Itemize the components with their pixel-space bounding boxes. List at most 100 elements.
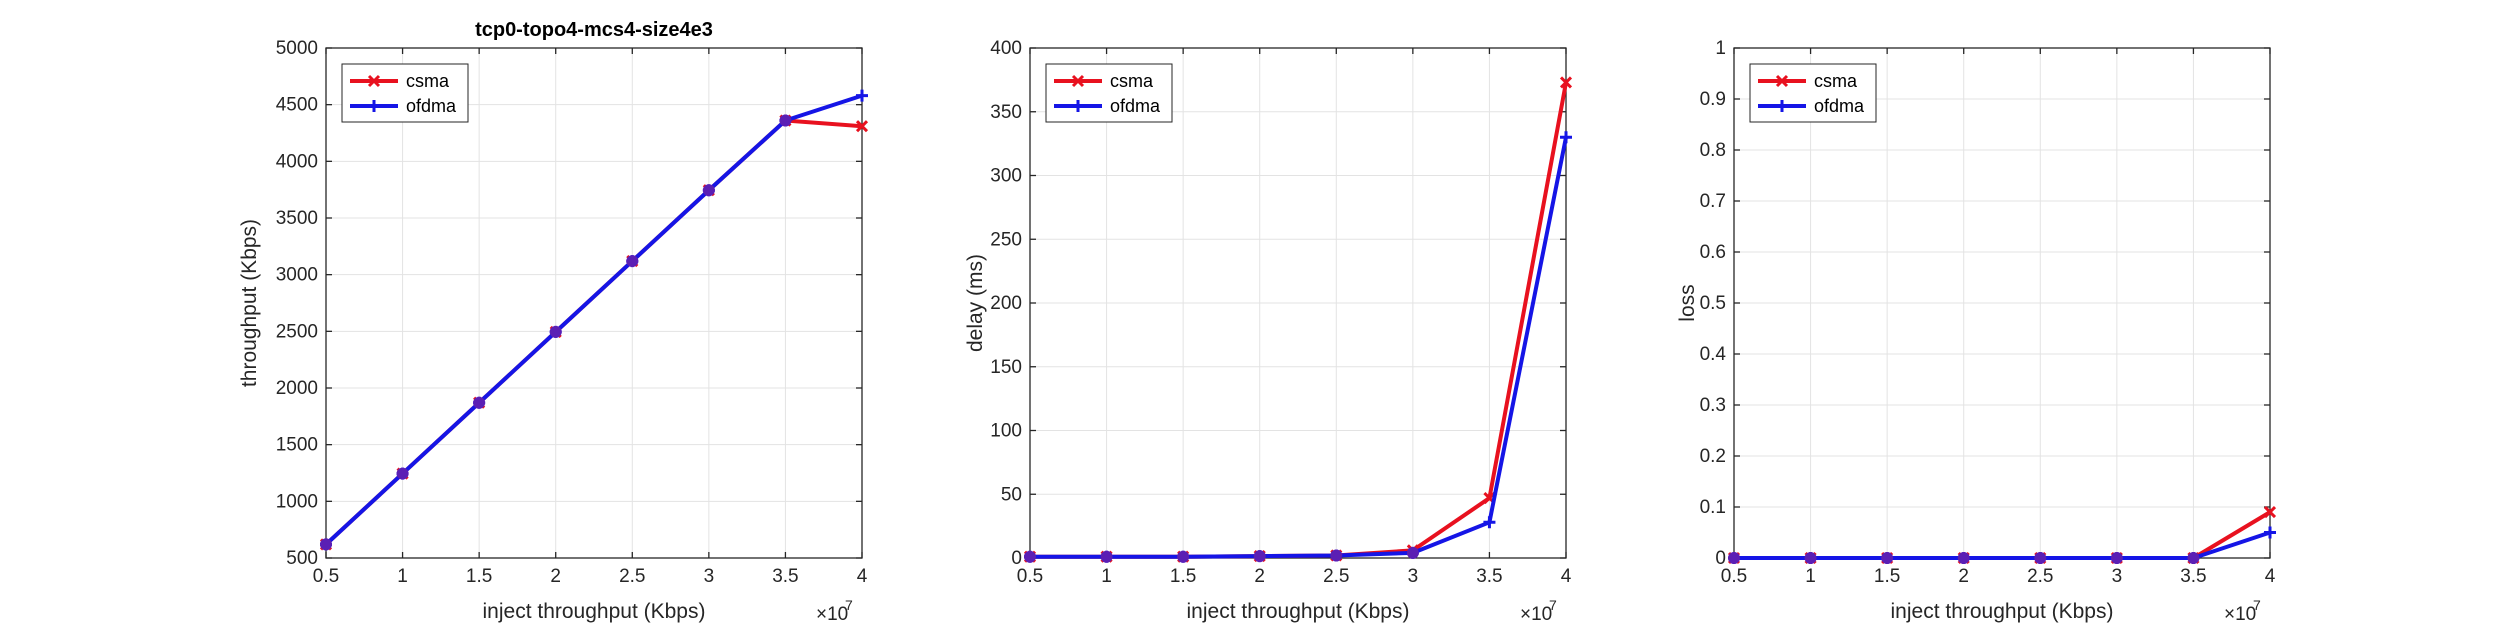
y-tick-label: 4000	[276, 151, 318, 172]
x-tick-label: 4	[857, 566, 868, 587]
y-tick-label: 3000	[276, 265, 318, 286]
legend-marker-csma	[1775, 74, 1789, 88]
y-tick-label: 0.4	[1700, 344, 1727, 365]
legend-label-ofdma: ofdma	[1814, 96, 1865, 116]
overlap-point	[779, 114, 792, 127]
x-tick-label: 0.5	[313, 566, 339, 587]
x-axis-label: inject throughput (Kbps)	[483, 600, 706, 623]
y-tick-label: 2500	[276, 321, 318, 342]
y-tick-label: 150	[990, 357, 1022, 378]
y-tick-label: 4500	[276, 95, 318, 116]
overlap-point	[1100, 550, 1113, 563]
data-point-ofdma	[1560, 131, 1572, 144]
overlap-point	[1881, 552, 1894, 564]
y-tick-label: 1000	[276, 491, 318, 512]
data-point-csma	[2263, 506, 2277, 519]
overlap-point	[1330, 549, 1343, 562]
y-tick-label: 300	[990, 166, 1022, 187]
y-tick-label: 500	[286, 548, 318, 569]
x-multiplier-exponent: 7	[2253, 597, 2261, 613]
overlap-point	[396, 467, 409, 480]
series-line-ofdma	[324, 93, 863, 546]
overlap-point	[1804, 552, 1817, 564]
y-tick-label: 100	[990, 421, 1022, 442]
data-point-csma	[1559, 76, 1573, 89]
x-multiplier-label: ×10	[2224, 604, 2256, 625]
y-tick-label: 0.7	[1700, 191, 1726, 212]
x-tick-label: 3	[2112, 566, 2123, 587]
y-tick-label: 400	[990, 38, 1022, 59]
x-tick-label: 1.5	[1170, 566, 1196, 587]
x-tick-label: 0.5	[1721, 566, 1747, 587]
data-point-ofdma	[1483, 516, 1496, 529]
chart-3: 0.5 1 1.5 2 2.5 3 3.5 4 0 0.1 0.2 0.3 0.4 0.5 0.6 0.7 0.…	[1676, 38, 2277, 625]
legend-marker-ofdma	[1072, 100, 1084, 112]
y-tick-label: 250	[990, 229, 1022, 250]
x-tick-label: 1.5	[1874, 566, 1900, 587]
legend-marker-csma	[1071, 74, 1085, 88]
y-tick-label: 1500	[276, 435, 318, 456]
legend: csma ofdma	[1045, 63, 1173, 123]
x-tick-label: 1	[1101, 566, 1112, 587]
overlap-point	[1177, 550, 1190, 563]
x-tick-label: 2	[550, 566, 561, 587]
y-tick-label: 200	[990, 293, 1022, 314]
data-point-ofdma	[856, 89, 868, 102]
overlap-point	[1728, 552, 1740, 564]
chart-title: tcp0-topo4-mcs4-size4e3	[475, 19, 713, 41]
overlap-point	[549, 325, 562, 338]
overlap-point	[2034, 552, 2047, 564]
overlap-point	[2110, 552, 2123, 564]
y-axis-label: loss	[1676, 284, 1699, 321]
x-tick-label: 0.5	[1017, 566, 1043, 587]
x-tick-label: 2.5	[619, 566, 645, 587]
x-tick-label: 4	[2265, 566, 2276, 587]
x-tick-label: 1	[397, 566, 408, 587]
axes-box	[325, 47, 863, 559]
overlap-point	[1253, 550, 1266, 563]
legend-box	[341, 63, 469, 123]
x-tick-label: 2.5	[2027, 566, 2053, 587]
legend: csma ofdma	[341, 63, 469, 123]
legend-label-csma: csma	[1814, 71, 1858, 91]
overlap-point	[1406, 546, 1419, 559]
x-tick-label: 2	[1958, 566, 1969, 587]
y-tick-label: 0.3	[1700, 395, 1726, 416]
x-tick-label: 4	[1561, 566, 1572, 587]
y-tick-label: 3500	[276, 208, 318, 229]
y-tick-label: 0	[1715, 548, 1726, 569]
y-tick-label: 50	[1001, 484, 1022, 505]
legend-box	[1045, 63, 1173, 123]
overlap-point	[2187, 552, 2200, 564]
x-axis-label: inject throughput (Kbps)	[1187, 600, 1410, 623]
legend-label-csma: csma	[1110, 71, 1154, 91]
x-axis-label: inject throughput (Kbps)	[1891, 600, 2114, 623]
y-tick-label: 0.9	[1700, 89, 1726, 110]
y-tick-label: 0.8	[1700, 140, 1726, 161]
legend-marker-ofdma	[1776, 100, 1788, 112]
x-tick-label: 3.5	[2180, 566, 2206, 587]
x-multiplier-label: ×10	[816, 604, 848, 625]
y-tick-label: 0.5	[1700, 293, 1726, 314]
y-tick-label: 0.2	[1700, 446, 1726, 467]
y-tick-label: 0.1	[1700, 497, 1726, 518]
x-tick-label: 3.5	[1476, 566, 1502, 587]
y-tick-label: 0.6	[1700, 242, 1726, 263]
x-multiplier-exponent: 7	[1549, 597, 1557, 613]
data-point-csma	[855, 120, 869, 133]
x-tick-label: 3	[704, 566, 715, 587]
chart-2: 0.5 1 1.5 2 2.5 3 3.5 4 0 50 100 150 200 250 300 350 400…	[964, 38, 1573, 625]
overlap-point	[1024, 550, 1036, 563]
y-tick-label: 1	[1715, 38, 1726, 59]
legend-label-csma: csma	[406, 71, 450, 91]
x-tick-label: 3.5	[772, 566, 798, 587]
overlap-point	[702, 184, 715, 197]
overlap-point	[473, 396, 486, 409]
legend-label-ofdma: ofdma	[1110, 96, 1161, 116]
x-multiplier-label: ×10	[1520, 604, 1552, 625]
legend: csma ofdma	[1749, 63, 1877, 123]
overlap-point	[626, 255, 639, 268]
x-tick-label: 2.5	[1323, 566, 1349, 587]
series-line-ofdma	[1030, 136, 1568, 559]
